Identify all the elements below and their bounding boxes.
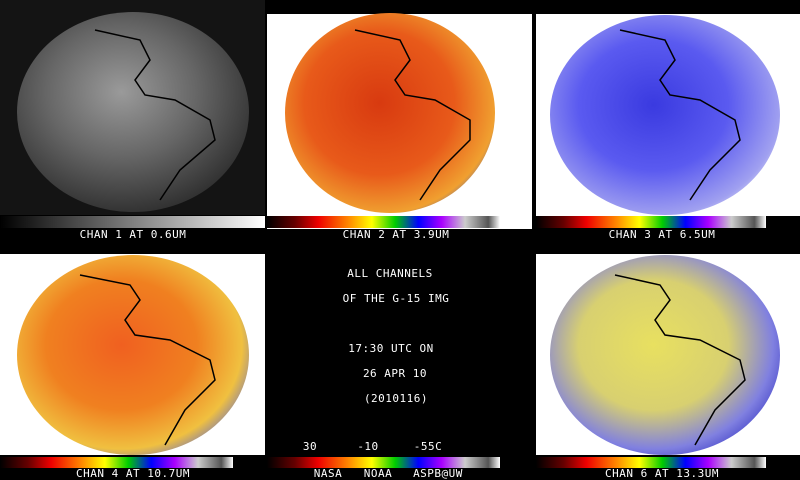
colorbar — [536, 216, 766, 228]
globe — [17, 12, 249, 212]
caption: CHAN 3 AT 6.5UM — [609, 228, 716, 241]
colorbar — [267, 457, 500, 468]
caption: CHAN 6 AT 13.3UM — [605, 467, 719, 480]
colorbar — [0, 457, 233, 468]
scale-label: -10 — [357, 440, 378, 453]
caption: CHAN 1 AT 0.6UM — [80, 228, 187, 241]
colorbar — [267, 216, 500, 228]
caption: CHAN 4 AT 10.7UM — [76, 467, 190, 480]
center-line: OF THE G-15 IMG — [343, 292, 450, 305]
globe — [17, 255, 249, 455]
globe — [550, 15, 780, 215]
scale-label: 30 — [303, 440, 317, 453]
caption: CHAN 2 AT 3.9UM — [343, 228, 450, 241]
coastlines — [79, 29, 746, 446]
colorbar — [536, 457, 766, 468]
globe — [285, 13, 495, 213]
center-line: 26 APR 10 — [363, 367, 427, 380]
colorbar — [0, 216, 265, 228]
globe — [550, 255, 780, 455]
center-line: 17:30 UTC ON — [348, 342, 433, 355]
credit: ASPB@UW — [413, 467, 463, 480]
center-line: ALL CHANNELS — [347, 267, 432, 280]
credit: NASA — [314, 467, 343, 480]
center-line: (2010116) — [364, 392, 428, 405]
scale-label: -55C — [414, 440, 443, 453]
credit: NOAA — [364, 467, 393, 480]
